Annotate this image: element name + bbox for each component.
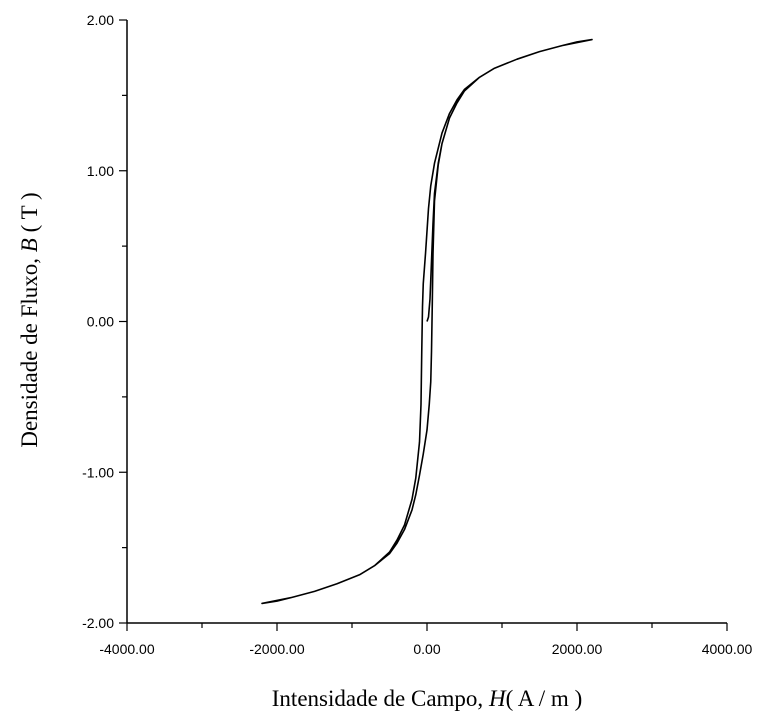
x-tick-label: -4000.00 [99, 641, 154, 657]
hysteresis-loop-line [261, 38, 593, 605]
y-axis-label: Densidade de Fluxo, B ( T ) [17, 192, 42, 447]
plot-area [261, 38, 593, 605]
y-tick-label: -1.00 [82, 464, 114, 480]
y-tick-label: -2.00 [82, 615, 114, 631]
y-tick-label: 1.00 [87, 163, 114, 179]
x-tick-label: 0.00 [413, 641, 440, 657]
y-tick-label: 0.00 [87, 314, 114, 330]
tick-labels: -4000.00 -2000.00 0.00 2000.00 4000.00 -2.00 -… [82, 12, 752, 657]
x-tick-label: 4000.00 [702, 641, 753, 657]
x-axis-label: Intensidade de Campo, H( A / m ) [272, 686, 582, 711]
tick-marks [119, 19, 728, 631]
x-tick-label: 2000.00 [552, 641, 603, 657]
x-tick-label: -2000.00 [249, 641, 304, 657]
y-tick-label: 2.00 [87, 12, 114, 28]
